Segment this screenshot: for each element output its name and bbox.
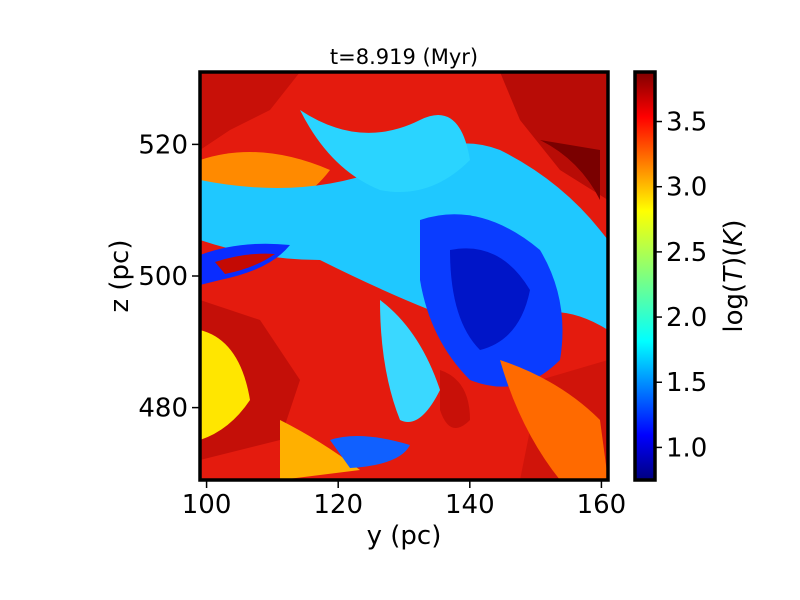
colorbar-tick-label: 3.0 bbox=[666, 173, 707, 203]
x-tick-label: 140 bbox=[445, 490, 495, 520]
x-axis-label: y (pc) bbox=[367, 521, 442, 551]
colorbar-label-var: T bbox=[719, 265, 749, 283]
colorbar-label-fn: log bbox=[719, 293, 749, 333]
colorbar bbox=[633, 70, 657, 482]
x-axis-ticks: 100 120 140 160 bbox=[182, 480, 626, 520]
colorbar-tick-label: 3.5 bbox=[666, 108, 707, 138]
colorbar-tick-label: 2.5 bbox=[666, 238, 707, 268]
colorbar-label-unit: K bbox=[719, 228, 749, 247]
colorbar-ticks: 1.0 1.5 2.0 2.5 3.0 3.5 bbox=[655, 108, 707, 463]
x-tick-label: 100 bbox=[182, 490, 232, 520]
y-tick-label: 480 bbox=[138, 394, 188, 424]
y-tick-label: 500 bbox=[138, 262, 188, 292]
y-tick-label: 520 bbox=[138, 130, 188, 160]
y-axis-label: z (pc) bbox=[105, 240, 135, 313]
x-tick-label: 160 bbox=[577, 490, 627, 520]
colorbar-tick-label: 1.0 bbox=[666, 433, 707, 463]
y-axis-ticks: 480 500 520 bbox=[138, 130, 200, 424]
colorbar-label: log(T)(K) bbox=[719, 219, 749, 332]
x-tick-label: 120 bbox=[313, 490, 363, 520]
colorbar-tick-label: 1.5 bbox=[666, 368, 707, 398]
chart-title: t=8.919 (Myr) bbox=[330, 45, 478, 69]
colorbar-tick-label: 2.0 bbox=[666, 303, 707, 333]
temperature-map bbox=[200, 72, 608, 480]
